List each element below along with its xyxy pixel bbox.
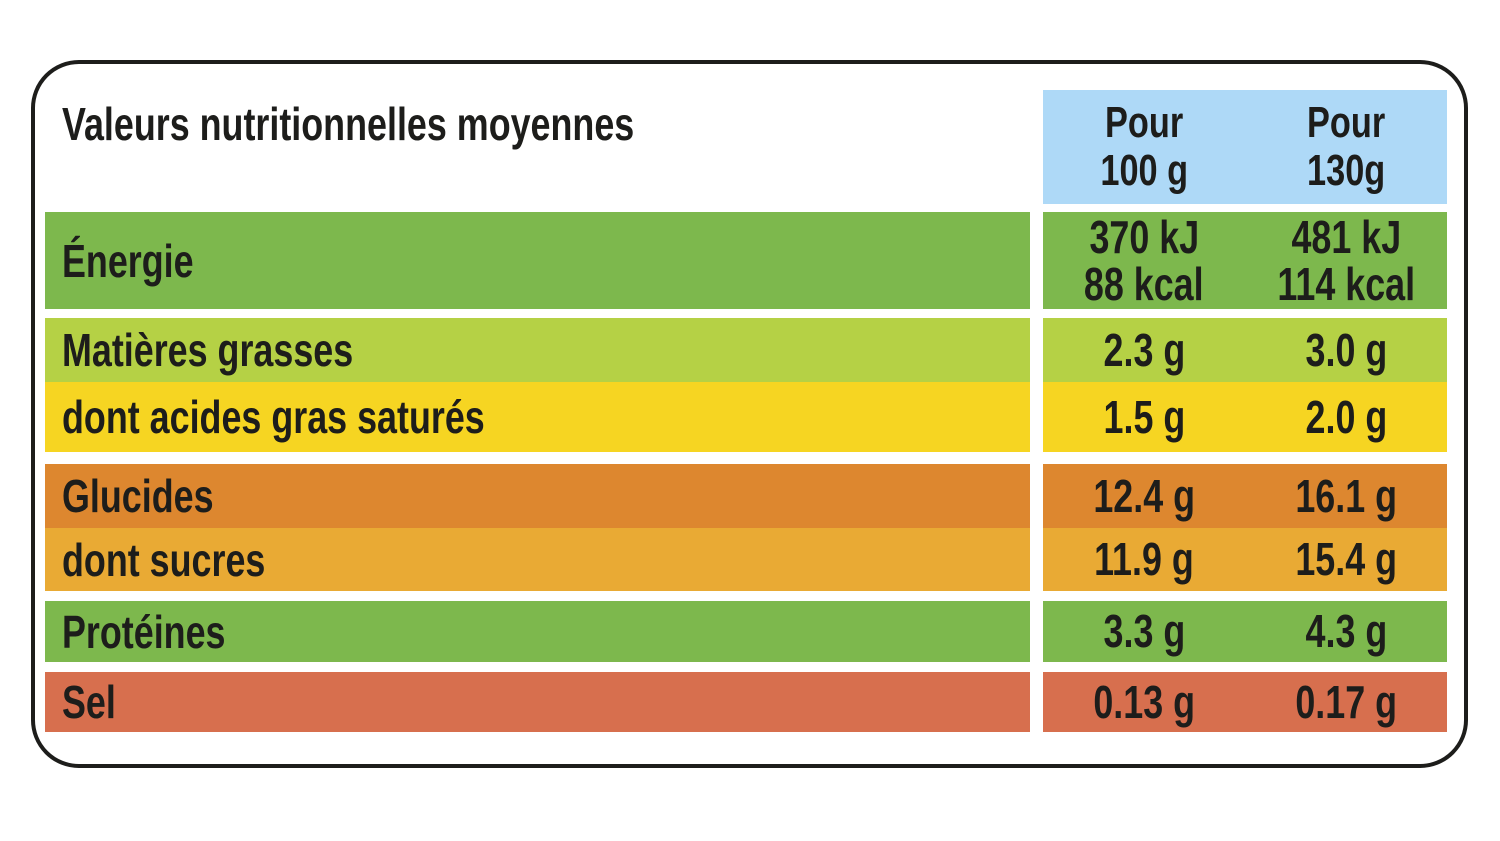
column-gutter <box>1030 528 1043 591</box>
column-gutter <box>1030 464 1043 528</box>
value-text: 4.3 g <box>1305 605 1387 657</box>
column-gutter <box>1030 601 1043 662</box>
row-label-dont-sucres: dont sucres <box>45 528 1030 591</box>
row-values-dont-sucres: 11.9 g 15.4 g <box>1043 528 1447 591</box>
row-values-glucides: 12.4 g 16.1 g <box>1043 464 1447 528</box>
value-text: 11.9 g <box>1094 533 1194 585</box>
header-col-per100: Pour 100 g <box>1043 90 1245 204</box>
row-values-acides-gras-satures: 1.5 g 2.0 g <box>1043 382 1447 452</box>
value-kj: 481 kJ <box>1291 210 1401 263</box>
value-per100: 0.13 g <box>1043 672 1245 732</box>
row-label-text: Sel <box>62 676 116 728</box>
value-per100: 3.3 g <box>1043 601 1245 662</box>
row-label-sel: Sel <box>45 672 1030 732</box>
row-label-text: Protéines <box>62 605 226 658</box>
value-text: 0.17 g <box>1295 675 1397 728</box>
column-gutter <box>1030 382 1043 452</box>
row-label-text: Énergie <box>62 234 194 287</box>
header-per100-line2: 100 g <box>1100 146 1188 195</box>
column-gutter <box>1030 672 1043 732</box>
value-text: 3.0 g <box>1305 323 1387 376</box>
value-per130: 4.3 g <box>1245 601 1447 662</box>
row-label-text: Matières grasses <box>62 324 354 376</box>
value-kcal: 114 kcal <box>1277 257 1415 310</box>
row-values-energie: 370 kJ 88 kcal 481 kJ 114 kcal <box>1043 212 1447 309</box>
table-row-acides-gras-satures: dont acides gras saturés 1.5 g 2.0 g <box>45 382 1447 452</box>
column-headers: Pour 100 g Pour 130g <box>1043 90 1447 204</box>
header-per130-line2: 130g <box>1306 146 1386 195</box>
header-per100-line1: Pour <box>1104 98 1184 147</box>
value-per100: 12.4 g <box>1043 464 1245 528</box>
header-per130-line1: Pour <box>1306 98 1386 147</box>
value-per100: 2.3 g <box>1043 318 1245 382</box>
value-text: 0.13 g <box>1093 675 1195 728</box>
value-per130: 16.1 g <box>1245 464 1447 528</box>
page-title: Valeurs nutritionnelles moyennes <box>62 100 796 148</box>
row-label-text: dont acides gras saturés <box>62 391 485 443</box>
row-label-proteines: Protéines <box>45 601 1030 662</box>
nutrition-card: Valeurs nutritionnelles moyennes Pour 10… <box>31 60 1468 768</box>
value-text: 2.0 g <box>1305 390 1387 443</box>
row-label-text: dont sucres <box>62 533 266 586</box>
table-row-glucides: Glucides 12.4 g 16.1 g <box>45 464 1447 528</box>
row-label-energie: Énergie <box>45 212 1030 309</box>
value-kj: 370 kJ <box>1089 210 1199 263</box>
row-label-glucides: Glucides <box>45 464 1030 528</box>
value-per100: 370 kJ 88 kcal <box>1043 212 1245 309</box>
value-per130: 481 kJ 114 kcal <box>1245 212 1447 309</box>
column-gutter <box>1030 212 1043 309</box>
row-values-matieres-grasses: 2.3 g 3.0 g <box>1043 318 1447 382</box>
row-values-proteines: 3.3 g 4.3 g <box>1043 601 1447 662</box>
row-label-text: Glucides <box>62 470 214 522</box>
value-per130: 15.4 g <box>1245 528 1447 591</box>
column-gutter <box>1030 318 1043 382</box>
row-values-sel: 0.13 g 0.17 g <box>1043 672 1447 732</box>
value-text: 12.4 g <box>1093 469 1195 522</box>
value-per130: 3.0 g <box>1245 318 1447 382</box>
value-text: 3.3 g <box>1103 605 1185 657</box>
page-title-text: Valeurs nutritionnelles moyennes <box>62 98 635 150</box>
value-text: 16.1 g <box>1295 469 1397 522</box>
table-row-sel: Sel 0.13 g 0.17 g <box>45 672 1447 732</box>
value-per100: 1.5 g <box>1043 382 1245 452</box>
value-kcal: 88 kcal <box>1084 257 1204 310</box>
value-text: 15.4 g <box>1295 533 1397 585</box>
table-row-dont-sucres: dont sucres 11.9 g 15.4 g <box>45 528 1447 591</box>
value-per130: 0.17 g <box>1245 672 1447 732</box>
value-text: 2.3 g <box>1103 323 1185 376</box>
value-per130: 2.0 g <box>1245 382 1447 452</box>
value-per100: 11.9 g <box>1043 528 1245 591</box>
table-row-energie: Énergie 370 kJ 88 kcal 481 kJ 114 kcal <box>45 212 1447 309</box>
header-col-per130: Pour 130g <box>1245 90 1447 204</box>
table-row-proteines: Protéines 3.3 g 4.3 g <box>45 601 1447 662</box>
table-row-matieres-grasses: Matières grasses 2.3 g 3.0 g <box>45 318 1447 382</box>
value-text: 1.5 g <box>1103 390 1185 443</box>
row-label-acides-gras-satures: dont acides gras saturés <box>45 382 1030 452</box>
row-label-matieres-grasses: Matières grasses <box>45 318 1030 382</box>
